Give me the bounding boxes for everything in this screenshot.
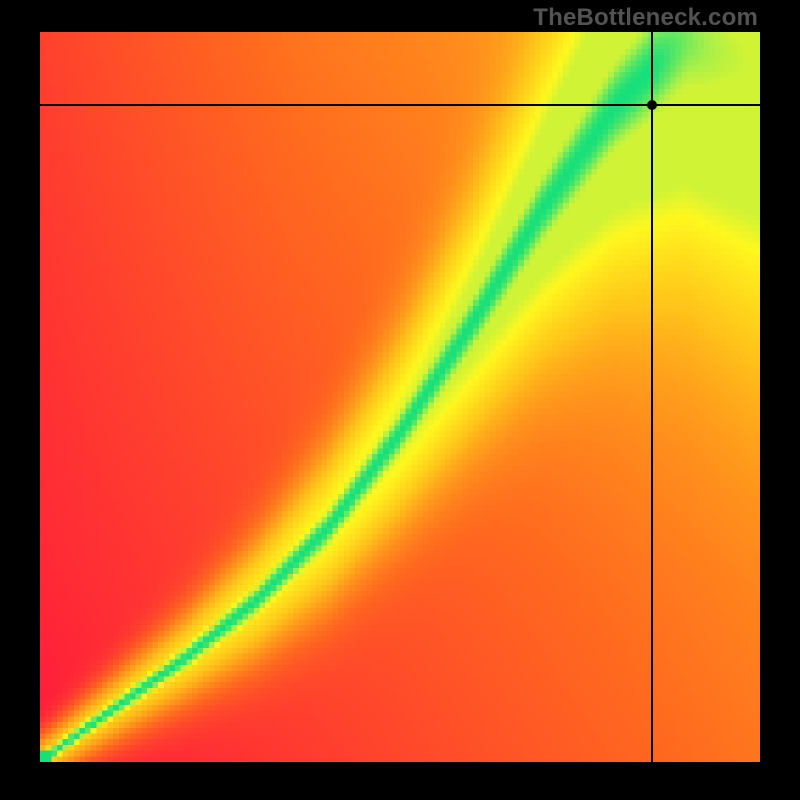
- plot-area: [40, 32, 760, 762]
- watermark-text: TheBottleneck.com: [533, 4, 758, 32]
- heatmap-canvas: [40, 32, 760, 762]
- outer-frame: TheBottleneck.com: [0, 0, 800, 800]
